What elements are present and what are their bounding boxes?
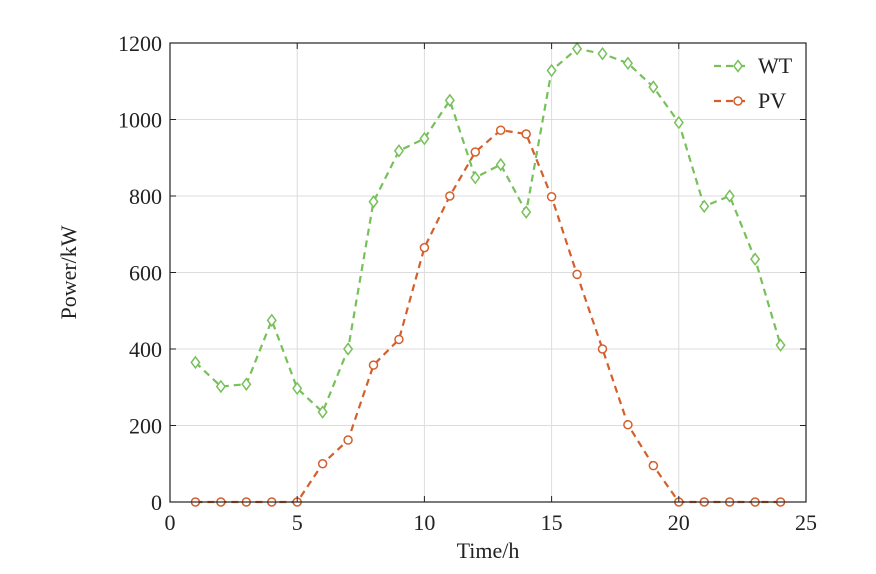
pv-point: [394, 334, 404, 345]
x-tick-label: 10: [413, 510, 435, 535]
wt-point: [775, 338, 786, 352]
wt-point: [648, 80, 659, 94]
legend: WT PV: [714, 53, 793, 113]
pv-point: [572, 269, 582, 280]
x-tick-label: 25: [795, 510, 817, 535]
wt-point: [419, 131, 430, 146]
wt-point: [750, 252, 761, 266]
legend-label-wt: WT: [758, 53, 793, 78]
wt-line: [194, 47, 782, 414]
pv-point: [597, 344, 608, 354]
wt-point: [521, 205, 532, 219]
wt-point: [495, 157, 506, 172]
pv-point: [317, 459, 328, 469]
wt-point: [368, 194, 379, 209]
legend-item-pv: PV: [714, 88, 786, 113]
wt-point: [215, 379, 226, 394]
legend-label-pv: PV: [758, 88, 786, 113]
wt-point: [571, 41, 583, 56]
pv-point: [495, 125, 506, 135]
y-tick-label: 1200: [118, 31, 162, 56]
y-tick-label: 200: [129, 414, 162, 439]
y-tick-label: 600: [129, 261, 162, 286]
series-layer: [190, 41, 786, 507]
legend-marker-wt: [732, 59, 744, 73]
wt-point: [393, 144, 405, 158]
pv-point: [648, 460, 659, 471]
wt-point: [699, 199, 710, 214]
wt-point: [241, 377, 252, 391]
pv-point: [521, 129, 531, 139]
x-tick-label: 15: [541, 510, 563, 535]
wt-point: [546, 63, 557, 78]
series-pv: [190, 125, 786, 507]
y-axis-label: Power/kW: [56, 225, 81, 319]
pv-point: [623, 419, 633, 430]
pv-point: [445, 191, 455, 201]
pv-point: [546, 192, 557, 202]
axis-ticks: 0 5 10 15 20 25 0 200 400 600 800 1000 1200: [118, 31, 817, 535]
x-tick-label: 5: [292, 510, 303, 535]
wt-point: [724, 189, 735, 203]
wt-point: [343, 342, 354, 356]
wt-point: [597, 46, 608, 61]
y-tick-label: 0: [151, 490, 162, 515]
wt-point: [292, 381, 303, 396]
wt-point: [622, 56, 633, 71]
wt-point: [444, 93, 455, 108]
pv-point: [470, 147, 481, 157]
x-axis-label: Time/h: [457, 538, 520, 563]
pv-point: [419, 242, 430, 253]
series-wt: [190, 41, 786, 419]
legend-marker-pv: [733, 96, 743, 106]
wt-point: [266, 313, 277, 328]
grid-lines: [170, 43, 806, 502]
wt-point: [673, 115, 684, 130]
x-tick-label: 0: [165, 510, 176, 535]
pv-point: [343, 435, 353, 445]
y-tick-label: 400: [129, 337, 162, 362]
y-tick-label: 1000: [118, 108, 162, 133]
pv-point: [368, 360, 379, 370]
x-tick-label: 20: [668, 510, 690, 535]
pv-line: [195, 129, 781, 504]
wt-point: [470, 170, 481, 185]
legend-item-wt: WT: [714, 53, 793, 78]
y-tick-label: 800: [129, 184, 162, 209]
wt-point: [317, 405, 328, 419]
wt-point: [190, 355, 201, 370]
